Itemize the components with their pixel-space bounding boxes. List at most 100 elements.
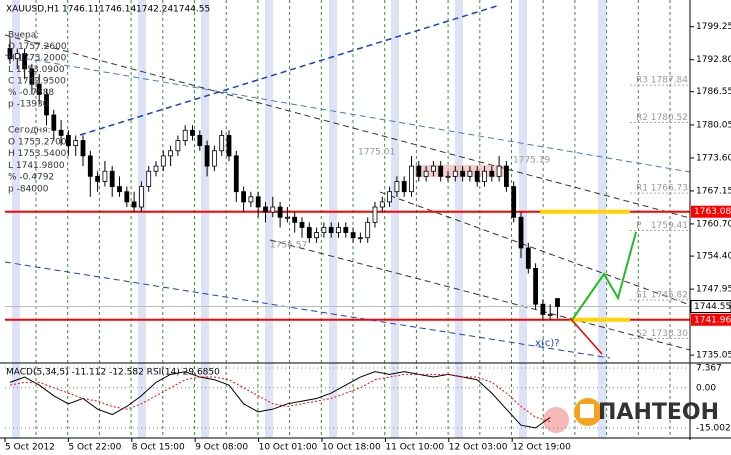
candle-body [117,186,122,193]
x-tick-label: 10 Oct 18:00 [322,443,381,453]
session-band [329,0,337,438]
indicator-tick-label: 7.367 [696,364,722,374]
candle-body [102,170,108,182]
price-label: 1756.57 [270,241,307,251]
info-line: L 1741.9800 [8,161,65,171]
candle-body [306,227,312,239]
level-box [691,205,731,218]
candle-body [277,206,283,218]
candle-body [379,201,385,208]
pivot-value: 1759.41 [651,221,688,231]
pivot-name: R2 [636,113,648,123]
info-line: O 1757.2600 [8,42,67,52]
header-value: 1746.14 [99,5,136,15]
x-tick-label: 11 Oct 10:00 [385,443,444,453]
info-line: O 1753.2700 [8,137,67,147]
header-value: 1742.24 [136,5,173,15]
level-box [691,313,731,326]
trend-line [4,34,691,219]
y-tick-label: 1767.15 [696,186,731,196]
trend-line [269,239,691,351]
logo-icon [580,404,594,418]
candle-body [255,196,261,208]
candle-body [44,94,49,116]
x-tick-label: 12 Oct 03:00 [449,443,508,453]
candle-body [211,150,217,167]
candle-body [131,201,137,208]
candle-body [7,48,13,60]
x-tick-label: 9 Oct 08:00 [195,443,248,453]
wave-label: x(c)? [535,338,560,349]
candle-body [58,129,64,136]
candle-body [401,181,407,193]
indicator-line [9,371,551,429]
candle-body [226,135,232,157]
overlay: R3 1787.84 R2 1780.52 R1 1766.73 P 1759.41 S1 174… [5,76,690,339]
candle-body [474,170,480,182]
candle-body [503,165,509,187]
info-line: H 1753.5400 [8,149,67,159]
level-label: 1741.96 [694,315,731,325]
vertical-grid [35,0,671,438]
candle-body [263,206,268,213]
candle-body [540,303,546,315]
x-tick-label: 12 Oct 19:00 [512,443,571,453]
pivot-value: 1787.84 [651,76,688,86]
candle-body [321,227,327,234]
info-line: p -84000 [8,185,49,195]
candle-body [87,155,93,177]
candle-body [314,232,320,239]
info-line: % -0.7888 [8,88,54,98]
candle-body [409,165,414,193]
candle-body [248,196,254,203]
session-band [138,0,146,438]
candle-body [525,247,531,269]
indicator-line [9,373,551,422]
pivot-name: S2 [636,329,647,339]
candle-body [190,129,195,136]
candle-body [518,216,524,249]
frame [0,0,731,440]
candle-body [22,53,28,70]
x-tick-label: 5 Oct 22:00 [68,443,121,453]
symbol: XAUUSD,H1 [6,5,60,15]
trend-line [79,4,501,136]
candle-body [29,68,35,85]
trend-line [4,261,611,359]
candle-body [73,140,79,147]
candle-body [394,181,400,193]
trend-line [4,54,691,173]
candle-body [336,227,341,234]
candle-body [387,191,393,203]
candle-body [241,191,247,203]
candle-body [146,170,152,187]
candle-body [343,227,349,234]
candle-body [270,206,276,213]
highlight-circle [543,407,569,433]
indicator-tick-label: 0.00 [696,383,716,393]
y-tick-label: 1754.40 [696,252,731,262]
candle-body [328,227,334,234]
candle-body [372,206,378,223]
logo: ПАНТЕОН [574,398,719,426]
current-price-label: 1744.55 [694,302,731,312]
candle-body [14,53,20,60]
candle-body [350,232,356,239]
info-line: Сегодня: [8,126,51,136]
candle-body [168,150,174,157]
y-tick-label: 1773.60 [696,153,731,163]
candle-body [430,165,436,172]
candle-body [445,175,451,178]
candle-body [284,216,290,219]
candle-body [423,170,429,177]
candle-body [138,186,144,208]
candle-body [109,170,115,187]
indicator-title: MACD(5,34,5) -11.112 -12.582 RSI(14) 29.… [6,368,220,378]
x-tick-label: 8 Oct 15:00 [132,443,185,453]
y-tick-label: 1780.05 [696,120,731,130]
candle-body [153,165,159,172]
candle-body [175,140,181,152]
forecast-down [569,317,603,355]
pivot-value: 1780.52 [651,113,688,123]
pivot-name: S1 [636,291,647,301]
